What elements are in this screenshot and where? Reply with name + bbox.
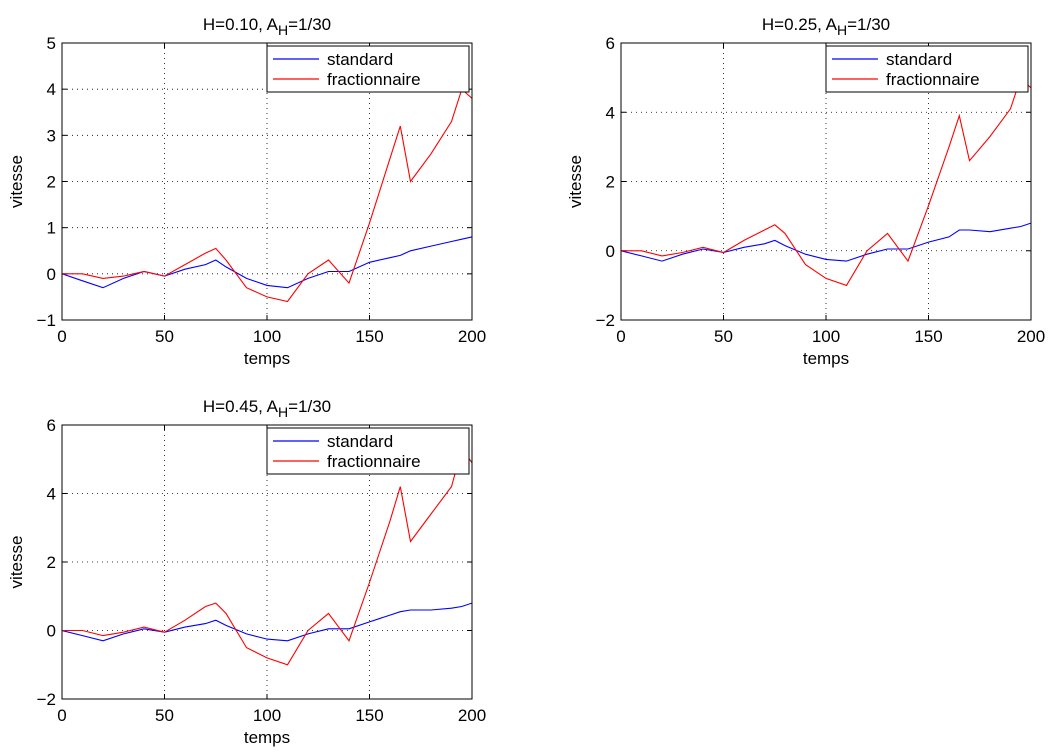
x-tick-label: 200 — [458, 327, 486, 346]
legend-label-standard: standard — [327, 432, 393, 451]
x-tick-label: 0 — [57, 327, 66, 346]
x-tick-label: 100 — [812, 327, 840, 346]
x-tick-label: 100 — [253, 706, 281, 725]
chart-title: H=0.25, AH=1/30 — [762, 15, 890, 38]
series-line-standard — [621, 222, 1031, 262]
y-tick-label: 2 — [47, 173, 56, 192]
y-tick-label: 5 — [47, 34, 56, 53]
y-tick-label: 4 — [47, 80, 56, 99]
x-tick-label: 150 — [914, 327, 942, 346]
y-tick-label: −2 — [596, 311, 615, 330]
x-tick-label: 150 — [355, 706, 383, 725]
chart-title: H=0.10, AH=1/30 — [203, 15, 331, 38]
x-tick-label: 150 — [355, 327, 383, 346]
y-axis-label: vitesse — [7, 536, 26, 589]
legend-label-fractionnaire: fractionnaire — [327, 452, 421, 471]
y-tick-label: 4 — [47, 485, 56, 504]
series-line-standard — [62, 602, 472, 642]
y-tick-label: −2 — [37, 690, 56, 709]
legend-box — [825, 45, 1029, 93]
y-axis-label: vitesse — [566, 155, 585, 208]
legend-box — [266, 45, 470, 93]
y-tick-label: 4 — [606, 103, 615, 122]
x-axis-label: temps — [244, 728, 290, 747]
x-tick-label: 0 — [616, 327, 625, 346]
x-tick-label: 50 — [714, 327, 733, 346]
series-line-fractionnaire — [62, 88, 472, 303]
legend-label-fractionnaire: fractionnaire — [886, 70, 980, 89]
axes-frame — [61, 42, 473, 321]
y-tick-label: 3 — [47, 126, 56, 145]
y-tick-label: 1 — [47, 219, 56, 238]
y-axis-label: vitesse — [7, 155, 26, 208]
y-tick-label: 0 — [47, 265, 56, 284]
chart-title: H=0.45, AH=1/30 — [203, 397, 331, 420]
axes-frame — [61, 424, 473, 700]
y-tick-label: 2 — [47, 553, 56, 572]
series-line-fractionnaire — [621, 76, 1031, 287]
legend-label-standard: standard — [327, 50, 393, 69]
x-tick-label: 50 — [155, 327, 174, 346]
x-tick-label: 0 — [57, 706, 66, 725]
x-tick-label: 200 — [458, 706, 486, 725]
x-tick-label: 100 — [253, 327, 281, 346]
x-axis-label: temps — [803, 349, 849, 368]
y-tick-label: 6 — [47, 416, 56, 435]
x-tick-label: 200 — [1017, 327, 1045, 346]
legend-label-fractionnaire: fractionnaire — [327, 70, 421, 89]
series-line-fractionnaire — [62, 447, 472, 666]
y-tick-label: −1 — [37, 311, 56, 330]
x-tick-label: 50 — [155, 706, 174, 725]
axes-frame — [620, 42, 1032, 321]
y-tick-label: 6 — [606, 34, 615, 53]
y-tick-label: 0 — [47, 622, 56, 641]
legend-label-standard: standard — [886, 50, 952, 69]
legend-box — [266, 427, 470, 475]
y-tick-label: 0 — [606, 242, 615, 261]
y-tick-label: 2 — [606, 173, 615, 192]
x-axis-label: temps — [244, 349, 290, 368]
